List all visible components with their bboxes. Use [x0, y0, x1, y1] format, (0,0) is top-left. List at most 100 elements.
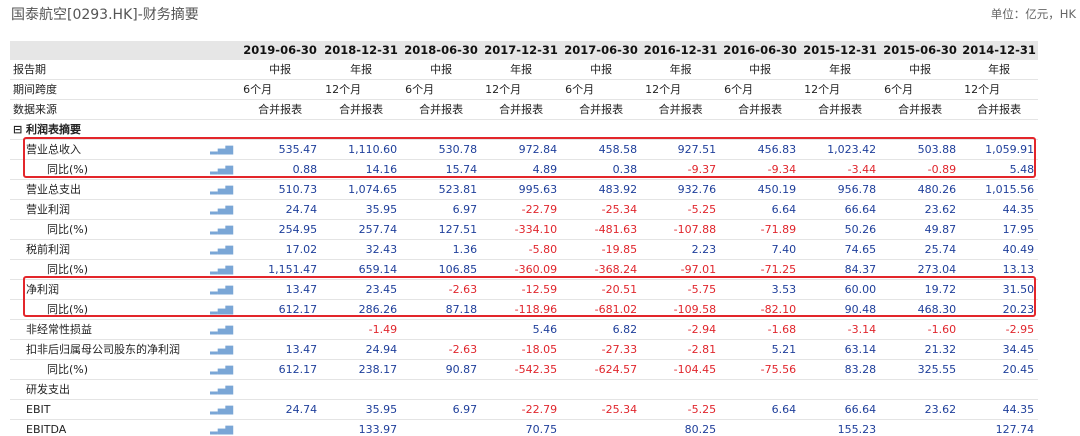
- column-header-date[interactable]: 2016-06-30: [723, 43, 797, 57]
- bar-chart-icon[interactable]: ▂▄▆: [210, 324, 234, 335]
- row-label: EBIT: [26, 403, 51, 416]
- meta-row: 报告期 中报 年报 中报 年报 中报 年报 中报 年报 中报 年报: [10, 60, 1039, 80]
- column-header-date[interactable]: 2016-12-31: [643, 43, 718, 57]
- value-cell: [481, 380, 561, 400]
- value-cell: [401, 320, 481, 340]
- value-cell: 20.45: [1002, 363, 1035, 376]
- value-cell: 23.62: [924, 403, 957, 416]
- value-cell: 2.23: [691, 243, 717, 256]
- value-cell: 238.17: [358, 363, 398, 376]
- value-cell: 50.26: [844, 223, 877, 236]
- value-cell: 40.49: [1002, 243, 1035, 256]
- value-cell: 3.53: [771, 283, 797, 296]
- column-header-date[interactable]: 2018-06-30: [404, 43, 478, 57]
- column-header-date[interactable]: 2015-12-31: [803, 43, 877, 57]
- bar-chart-icon[interactable]: ▂▄▆: [210, 244, 234, 255]
- value-cell: 523.81: [438, 183, 478, 196]
- row-label: 同比(%): [47, 223, 89, 236]
- header-corner: [10, 41, 210, 60]
- bar-chart-icon[interactable]: ▂▄▆: [210, 264, 234, 275]
- meta-cell: 6个月: [405, 83, 435, 96]
- value-cell: -27.33: [601, 343, 638, 356]
- meta-cell: 12个月: [804, 83, 841, 96]
- column-header-date[interactable]: 2017-12-31: [484, 43, 558, 57]
- value-cell: -2.63: [448, 343, 478, 356]
- value-cell: [720, 380, 800, 400]
- column-header-date[interactable]: 2019-06-30: [243, 43, 317, 57]
- value-cell: 19.72: [924, 283, 957, 296]
- table-row: 同比(%) ▂▄▆ 612.17 238.17 90.87 -542.35 -624.57 -…: [10, 360, 1039, 380]
- meta-cell: 合并报表: [977, 103, 1022, 116]
- value-cell: 5.48: [1009, 163, 1035, 176]
- value-cell: -9.37: [687, 163, 717, 176]
- value-cell: 60.00: [844, 283, 877, 296]
- row-label: 同比(%): [47, 163, 89, 176]
- value-cell: 535.47: [278, 143, 318, 156]
- bar-chart-icon[interactable]: ▂▄▆: [210, 304, 234, 315]
- value-cell: 44.35: [1002, 403, 1035, 416]
- column-header-date[interactable]: 2015-06-30: [883, 43, 957, 57]
- meta-cell: 6个月: [243, 83, 273, 96]
- value-cell: 6.64: [771, 403, 797, 416]
- value-cell: 63.14: [844, 343, 877, 356]
- bar-chart-icon[interactable]: ▂▄▆: [210, 184, 234, 195]
- value-cell: 510.73: [278, 183, 318, 196]
- value-cell: [401, 380, 481, 400]
- value-cell: -71.25: [760, 263, 797, 276]
- bar-chart-icon[interactable]: ▂▄▆: [210, 384, 234, 395]
- column-header-date[interactable]: 2018-12-31: [324, 43, 398, 57]
- bar-chart-icon[interactable]: ▂▄▆: [210, 164, 234, 175]
- value-cell: 13.47: [285, 343, 318, 356]
- value-cell: 84.37: [844, 263, 877, 276]
- value-cell: [239, 320, 321, 340]
- bar-chart-icon[interactable]: ▂▄▆: [210, 204, 234, 215]
- bar-chart-icon[interactable]: ▂▄▆: [210, 284, 234, 295]
- bar-chart-icon[interactable]: ▂▄▆: [210, 364, 234, 375]
- bar-chart-icon[interactable]: ▂▄▆: [210, 344, 234, 355]
- column-header-date[interactable]: 2017-06-30: [564, 43, 638, 57]
- value-cell: 106.85: [438, 263, 478, 276]
- meta-cell: 合并报表: [579, 103, 624, 116]
- financial-summary-table: 2019-06-30 2018-12-31 2018-06-30 2017-12-31…: [10, 41, 1039, 436]
- value-cell: -25.34: [601, 403, 638, 416]
- value-cell: -2.63: [448, 283, 478, 296]
- value-cell: -481.63: [594, 223, 638, 236]
- value-cell: -25.34: [601, 203, 638, 216]
- value-cell: 23.45: [365, 283, 398, 296]
- meta-cell: 合并报表: [339, 103, 384, 116]
- meta-cell: 12个月: [964, 83, 1001, 96]
- value-cell: 1,151.47: [268, 263, 318, 276]
- row-label: 同比(%): [47, 303, 89, 316]
- value-cell: 927.51: [677, 143, 717, 156]
- table-row: 营业总收入 ▂▄▆ 535.47 1,110.60 530.78 972.84 458.58…: [10, 140, 1039, 160]
- column-header-date[interactable]: 2014-12-31: [962, 43, 1036, 57]
- bar-chart-icon[interactable]: ▂▄▆: [210, 404, 234, 415]
- value-cell: 1,023.42: [827, 143, 877, 156]
- value-cell: 254.95: [278, 223, 318, 236]
- meta-cell: 合并报表: [738, 103, 783, 116]
- value-cell: -5.25: [687, 403, 717, 416]
- value-cell: -20.51: [601, 283, 638, 296]
- value-cell: 1,015.56: [985, 183, 1035, 196]
- section-toggle-income-statement[interactable]: ⊟ 利润表摘要: [13, 123, 82, 136]
- bar-chart-icon[interactable]: ▂▄▆: [210, 424, 234, 435]
- meta-cell: 中报: [749, 63, 772, 76]
- value-cell: [960, 380, 1038, 400]
- row-label: 营业利润: [26, 203, 70, 216]
- meta-cell: 合并报表: [258, 103, 303, 116]
- value-cell: 24.94: [365, 343, 398, 356]
- value-cell: 66.64: [844, 403, 877, 416]
- value-cell: 34.45: [1002, 343, 1035, 356]
- value-cell: -3.14: [847, 323, 877, 336]
- row-label: 报告期: [13, 63, 46, 76]
- value-cell: -0.89: [927, 163, 957, 176]
- value-cell: -71.89: [760, 223, 797, 236]
- value-cell: -18.05: [521, 343, 558, 356]
- bar-chart-icon[interactable]: ▂▄▆: [210, 144, 234, 155]
- value-cell: 5.21: [771, 343, 797, 356]
- value-cell: 480.26: [917, 183, 957, 196]
- value-cell: 20.23: [1002, 303, 1035, 316]
- bar-chart-icon[interactable]: ▂▄▆: [210, 224, 234, 235]
- row-label: 同比(%): [47, 363, 89, 376]
- value-cell: [641, 380, 720, 400]
